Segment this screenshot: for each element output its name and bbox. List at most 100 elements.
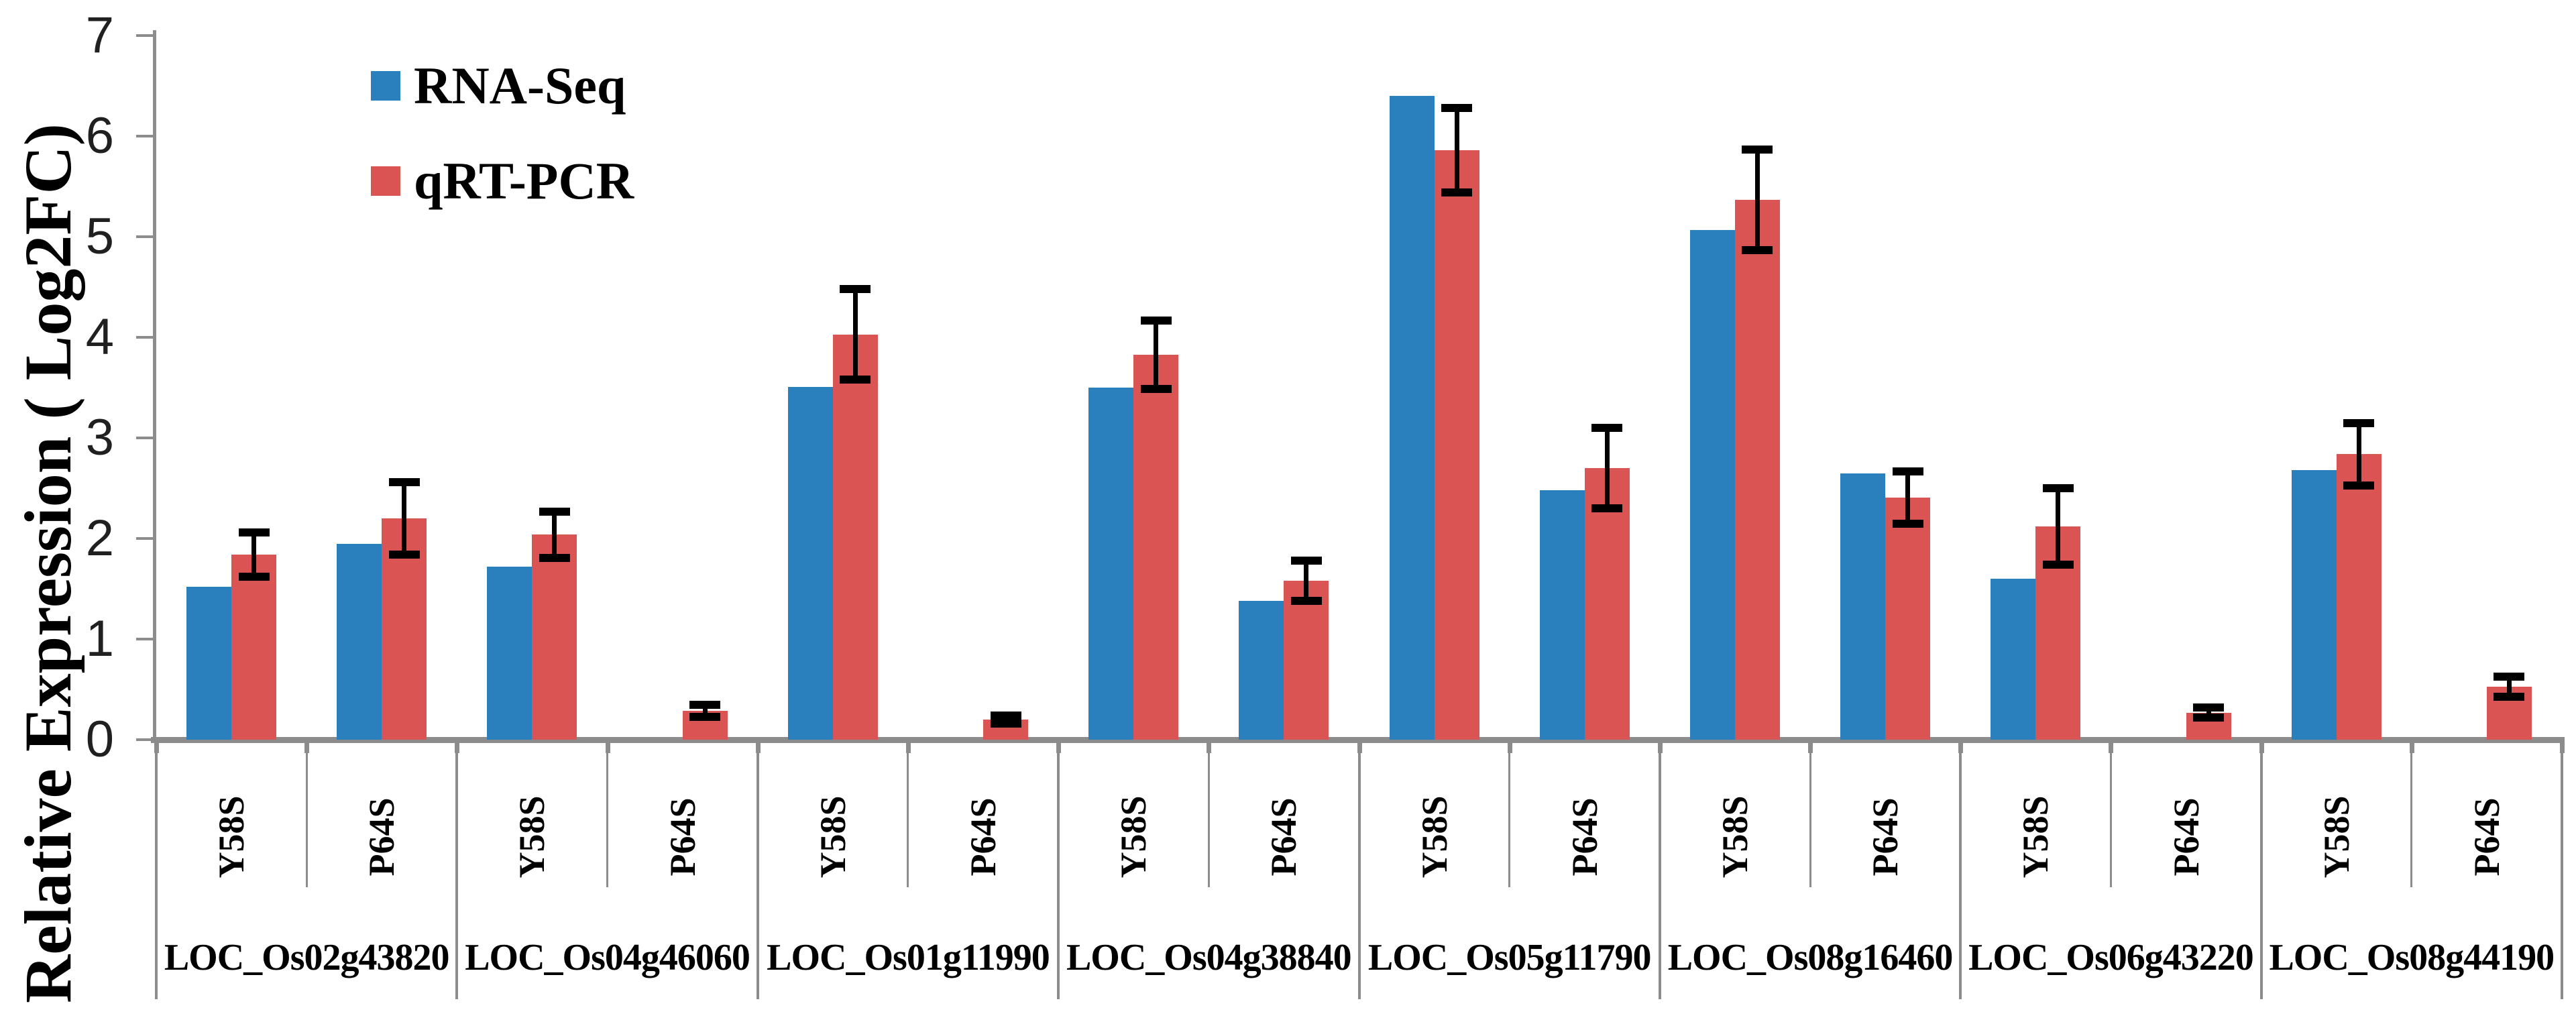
error-bar-line [402, 482, 407, 555]
error-bar-cap-top [2193, 703, 2225, 712]
gene-label-LOC_Os02g43820: LOC_Os02g43820 [164, 937, 450, 978]
error-bar-cap-bottom [2193, 714, 2225, 722]
group-separator [1057, 740, 1060, 999]
error-bar-cap-top [840, 285, 871, 293]
legend-swatch-rna-seq [371, 71, 400, 101]
bar-qrt-pcr-LOC_Os04g38840-P64S [1284, 581, 1329, 740]
error-bar-line [2056, 488, 2061, 565]
error-bar-cap-top [990, 712, 1021, 720]
gene-label-LOC_Os05g11790: LOC_Os05g11790 [1367, 937, 1652, 978]
condition-separator [1809, 743, 1811, 887]
error-bar-cap-bottom [388, 551, 420, 559]
y-tick-label-7: 7 [85, 7, 114, 64]
error-bar-cap-bottom [1290, 597, 1322, 605]
condition-label-LOC_Os06g43220-P64S: P64S [2166, 797, 2206, 876]
gene-label-LOC_Os04g38840: LOC_Os04g38840 [1066, 937, 1352, 978]
condition-label-LOC_Os01g11990-P64S: P64S [963, 797, 1004, 876]
y-tick-mark [136, 437, 155, 439]
error-bar-cap-bottom [1742, 245, 1773, 254]
condition-separator [305, 743, 308, 887]
legend-swatch-qrt-pcr [371, 166, 400, 196]
error-bar-cap-bottom [990, 720, 1021, 728]
condition-label-LOC_Os08g16460-P64S: P64S [1865, 797, 1906, 876]
bar-qrt-pcr-LOC_Os02g43820-Y58S [231, 555, 277, 740]
bar-qrt-pcr-LOC_Os08g16460-P64S [1885, 497, 1931, 740]
bar-rna-seq-LOC_Os05g11790-Y58S [1389, 96, 1435, 740]
group-separator [1658, 740, 1661, 999]
y-tick-mark [136, 638, 155, 640]
y-tick-mark [136, 738, 155, 741]
gene-label-LOC_Os04g46060: LOC_Os04g46060 [465, 937, 750, 978]
error-bar-cap-top [689, 700, 721, 709]
bar-qrt-pcr-LOC_Os05g11790-P64S [1584, 468, 1630, 740]
gene-label-LOC_Os06g43220: LOC_Os06g43220 [1968, 937, 2254, 978]
bar-rna-seq-LOC_Os04g38840-Y58S [1088, 388, 1134, 740]
group-separator [2259, 740, 2263, 999]
y-axis-line [153, 30, 156, 743]
condition-label-LOC_Os05g11790-P64S: P64S [1564, 797, 1605, 876]
error-bar-cap-bottom [2042, 561, 2074, 569]
cell-tick [2560, 740, 2565, 753]
error-bar-cap-bottom [539, 553, 570, 562]
error-bar-cap-top [1290, 557, 1322, 565]
error-bar-cap-top [1892, 467, 1923, 475]
group-separator [1959, 740, 1962, 999]
error-bar-cap-bottom [1140, 384, 1172, 393]
condition-separator [907, 743, 909, 887]
condition-label-LOC_Os06g43220-Y58S: Y58S [2015, 795, 2056, 878]
error-bar-line [2506, 676, 2512, 697]
error-bar-line [2356, 422, 2361, 486]
condition-separator [1207, 743, 1210, 887]
condition-label-LOC_Os04g38840-Y58S: Y58S [1113, 795, 1154, 878]
condition-separator [2109, 743, 2112, 887]
error-bar-cap-bottom [689, 712, 721, 721]
error-bar-line [251, 532, 257, 577]
gene-label-LOC_Os08g44190: LOC_Os08g44190 [2269, 937, 2555, 978]
error-bar-line [1154, 320, 1159, 389]
condition-separator [606, 743, 609, 887]
error-bar-cap-bottom [2343, 481, 2375, 490]
bar-rna-seq-LOC_Os08g44190-Y58S [2291, 470, 2337, 740]
y-tick-mark [136, 235, 155, 238]
error-bar-cap-bottom [1441, 188, 1473, 196]
bar-rna-seq-LOC_Os04g38840-P64S [1239, 601, 1284, 740]
error-bar-line [852, 289, 858, 380]
bar-qrt-pcr-LOC_Os04g46060-Y58S [532, 534, 577, 740]
y-tick-mark [136, 537, 155, 540]
group-separator [155, 740, 158, 999]
error-bar-line [1905, 471, 1911, 524]
error-bar-line [1754, 149, 1760, 250]
error-bar-cap-top [1742, 145, 1773, 154]
condition-label-LOC_Os02g43820-Y58S: Y58S [211, 795, 252, 878]
error-bar-cap-top [1140, 316, 1172, 325]
legend-label-rna-seq: RNA-Seq [414, 56, 626, 115]
error-bar-cap-bottom [2494, 692, 2525, 701]
bar-rna-seq-LOC_Os08g16460-P64S [1840, 473, 1886, 740]
y-tick-mark [136, 135, 155, 137]
error-bar-cap-top [2494, 672, 2525, 681]
error-bar-line [702, 704, 708, 717]
error-bar-cap-bottom [1591, 504, 1623, 512]
bar-qrt-pcr-LOC_Os08g44190-Y58S [2336, 454, 2382, 740]
bar-rna-seq-LOC_Os05g11790-P64S [1539, 490, 1585, 740]
bar-rna-seq-LOC_Os02g43820-P64S [337, 543, 382, 740]
condition-label-LOC_Os08g44190-Y58S: Y58S [2316, 795, 2357, 878]
error-bar-line [1604, 428, 1610, 508]
condition-label-LOC_Os04g46060-P64S: P64S [662, 797, 703, 876]
y-tick-label-5: 5 [85, 208, 114, 265]
condition-separator [2410, 743, 2413, 887]
gene-label-LOC_Os08g16460: LOC_Os08g16460 [1667, 937, 1954, 978]
error-bar-cap-top [238, 528, 270, 536]
bar-rna-seq-LOC_Os04g46060-Y58S [487, 567, 533, 740]
bar-rna-seq-LOC_Os08g16460-Y58S [1689, 229, 1735, 740]
error-bar-cap-top [539, 507, 570, 516]
error-bar-cap-top [1591, 424, 1623, 432]
condition-label-LOC_Os02g43820-P64S: P64S [361, 797, 402, 876]
error-bar-line [552, 511, 557, 558]
error-bar-line [1454, 108, 1459, 192]
group-separator [2561, 740, 2563, 999]
bar-qrt-pcr-LOC_Os01g11990-Y58S [832, 334, 878, 740]
condition-label-LOC_Os08g44190-P64S: P64S [2466, 797, 2507, 876]
y-tick-label-4: 4 [85, 308, 114, 365]
